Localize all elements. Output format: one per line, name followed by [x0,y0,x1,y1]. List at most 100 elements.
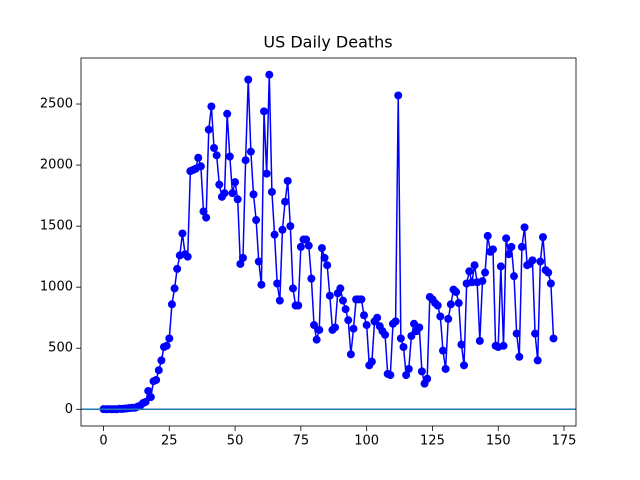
data-point [215,180,224,189]
data-point [141,397,150,406]
data-point [396,334,405,343]
data-point [270,230,279,239]
data-point [544,268,553,277]
x-tick-label: 125 [420,434,445,449]
data-point [512,329,521,338]
x-tick-label: 175 [552,434,577,449]
y-tick-label: 0 [65,402,73,417]
x-tick-label: 150 [486,434,511,449]
data-point [504,250,513,259]
data-point [286,222,295,231]
data-point [510,272,519,281]
data-point [212,151,221,160]
data-point [173,264,182,273]
data-point [331,323,340,332]
data-point [165,334,174,343]
data-point [338,296,347,305]
data-point [496,262,505,271]
data-point [438,346,447,355]
data-point [199,207,208,216]
data-point [246,147,255,156]
data-point [386,371,395,380]
data-point [167,300,176,309]
data-point [460,361,469,370]
data-point [417,367,426,376]
data-point [320,253,329,262]
data-point [436,312,445,321]
data-point [373,313,382,322]
data-point [423,374,432,383]
data-point [344,316,353,325]
y-tick-label: 1000 [40,280,73,295]
data-point [220,189,229,198]
data-point [360,311,369,320]
data-point [196,162,205,171]
data-point [304,241,313,250]
data-point [207,102,216,111]
data-point [228,189,237,198]
data-point [346,350,355,359]
data-point [281,197,290,206]
data-point [444,314,453,323]
data-line [103,74,555,411]
data-point [265,70,274,79]
data-point [144,386,153,395]
data-point [478,277,487,286]
data-point [225,152,234,161]
data-point [236,259,245,268]
data-point [315,325,324,334]
data-point [294,301,303,310]
data-point [178,229,187,238]
data-point [257,280,266,289]
data-point [454,299,463,308]
data-point [533,356,542,365]
data-point [394,91,403,100]
data-point [457,340,466,349]
data-point [307,274,316,283]
data-point [288,284,297,293]
data-point [488,245,497,254]
x-tick-label: 25 [161,434,178,449]
data-point [154,366,163,375]
data-point [341,305,350,314]
data-point [433,301,442,310]
data-point [283,176,292,185]
data-point [183,252,192,261]
data-point [415,323,424,332]
data-point [278,225,287,234]
data-point [323,261,332,270]
data-point [538,233,547,242]
data-point [502,234,511,243]
data-point [275,296,284,305]
data-point [549,334,558,343]
data-point [499,341,508,350]
data-point [507,242,516,251]
x-tick-label: 50 [227,434,244,449]
data-point [223,109,232,118]
data-point [273,279,282,288]
data-point [170,284,179,293]
data-point [254,257,263,266]
data-point [233,195,242,204]
x-tick-label: 0 [99,434,107,449]
data-point [210,143,219,152]
y-tick-label: 500 [48,341,73,356]
data-point [267,187,276,196]
data-point [515,352,524,361]
data-point [481,268,490,277]
x-tick-label: 75 [293,434,310,449]
data-point [404,364,413,373]
data-point [349,324,358,333]
data-point [483,231,492,240]
data-point [531,329,540,338]
data-point [302,235,311,244]
data-point [152,375,161,384]
plot-frame [80,57,577,427]
chart-title: US Daily Deaths [263,33,392,52]
data-point [528,256,537,265]
data-point [367,357,376,366]
data-point [157,356,166,365]
data-point [204,125,213,134]
